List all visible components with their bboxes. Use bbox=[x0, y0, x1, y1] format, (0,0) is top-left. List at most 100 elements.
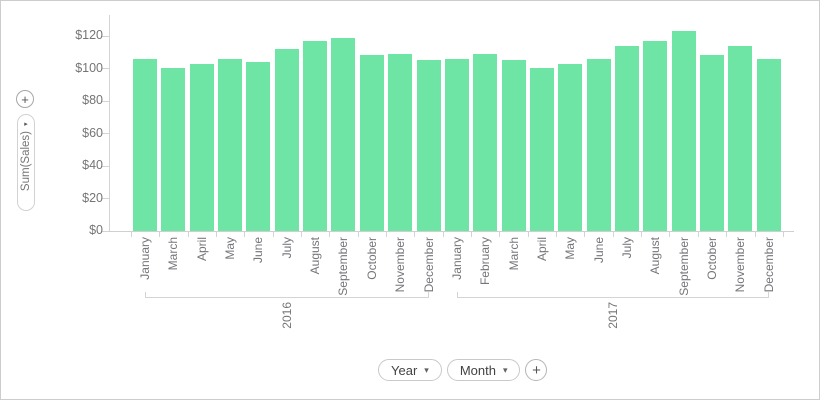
x-axis-label: August bbox=[648, 237, 662, 275]
x-axis-label: July bbox=[620, 237, 634, 259]
bar[interactable] bbox=[757, 59, 781, 231]
argument-axis-tick bbox=[499, 231, 500, 237]
bar[interactable] bbox=[218, 59, 242, 231]
argument-axis-tick bbox=[386, 231, 387, 237]
argument-axis-tick bbox=[358, 231, 359, 237]
bar[interactable] bbox=[388, 54, 412, 231]
bar[interactable] bbox=[360, 55, 384, 231]
x-axis-label: November bbox=[733, 237, 747, 293]
x-axis-label: August bbox=[308, 237, 322, 275]
argument-axis-tick bbox=[273, 231, 274, 237]
argument-axis-tick bbox=[556, 231, 557, 237]
x-axis-label: December bbox=[762, 237, 776, 293]
year-group-bracket bbox=[457, 292, 769, 298]
x-axis-label: February bbox=[478, 237, 492, 286]
x-axis-label: November bbox=[393, 237, 407, 293]
x-axis-label: May bbox=[223, 237, 237, 260]
argument-axis-tick bbox=[414, 231, 415, 237]
value-axis-tick bbox=[102, 35, 109, 37]
argument-axis-tick bbox=[669, 231, 670, 237]
value-axis-tick bbox=[102, 133, 109, 134]
x-axis-label: January bbox=[138, 237, 152, 280]
bar[interactable] bbox=[331, 38, 355, 231]
expand-arrow-icon: ▸ bbox=[24, 121, 28, 128]
value-axis-tick-label: $20 bbox=[82, 190, 103, 205]
value-axis-tick-label: $40 bbox=[82, 158, 103, 172]
argument-axis-tick bbox=[471, 231, 472, 237]
x-axis-label: June bbox=[592, 237, 606, 264]
value-axis-tick-label: $60 bbox=[82, 125, 103, 140]
bar[interactable] bbox=[530, 68, 554, 231]
plus-icon: + bbox=[21, 91, 29, 107]
value-axis-tick bbox=[102, 230, 109, 232]
year-field-label: Year bbox=[391, 362, 418, 378]
x-axis-label: June bbox=[251, 237, 265, 264]
x-axis-label: September bbox=[677, 237, 691, 296]
value-axis-tick bbox=[102, 198, 109, 199]
column-field-pill-year[interactable]: Year ▾ bbox=[378, 359, 442, 381]
x-axis-label: April bbox=[535, 237, 549, 262]
value-axis-tick-label: $100 bbox=[75, 60, 103, 75]
argument-axis-tick bbox=[188, 231, 189, 237]
column-fields-bar: Year ▾ Month ▾ + bbox=[378, 359, 548, 381]
argument-axis-tick bbox=[329, 231, 330, 237]
value-axis-tick bbox=[102, 100, 109, 102]
argument-axis-tick bbox=[755, 231, 756, 237]
x-axis-label: March bbox=[166, 237, 180, 271]
x-axis-label: December bbox=[422, 237, 436, 293]
argument-axis-tick bbox=[783, 231, 784, 237]
bar[interactable] bbox=[473, 54, 497, 231]
bar[interactable] bbox=[246, 62, 270, 231]
chevron-down-icon: ▾ bbox=[502, 364, 508, 375]
add-value-field-button[interactable]: + bbox=[16, 90, 34, 108]
value-field-pill-sum-sales[interactable]: ▸ Sum(Sales) bbox=[17, 114, 35, 211]
argument-axis-tick bbox=[528, 231, 529, 237]
argument-axis-tick bbox=[584, 231, 585, 237]
x-axis-label: April bbox=[195, 237, 209, 262]
value-axis-tick-label: $80 bbox=[82, 93, 103, 107]
bar[interactable] bbox=[445, 59, 469, 231]
year-group-bracket bbox=[145, 292, 429, 298]
value-axis-tick-label: $0 bbox=[89, 223, 103, 237]
argument-axis-tick bbox=[443, 231, 444, 237]
column-field-pill-month[interactable]: Month ▾ bbox=[446, 359, 521, 381]
x-axis-label: May bbox=[563, 237, 577, 260]
bar[interactable] bbox=[728, 46, 752, 231]
argument-axis-tick bbox=[726, 231, 727, 237]
plus-icon: + bbox=[532, 361, 541, 379]
chevron-down-icon: ▾ bbox=[424, 364, 429, 375]
bar[interactable] bbox=[275, 49, 299, 231]
bar[interactable] bbox=[615, 46, 639, 231]
bar[interactable] bbox=[643, 41, 667, 231]
argument-axis-tick bbox=[301, 231, 302, 237]
x-axis-label: March bbox=[507, 237, 521, 271]
year-group-label: 2016 bbox=[280, 302, 294, 329]
x-axis-label: October bbox=[705, 237, 719, 280]
argument-axis-tick bbox=[613, 231, 614, 237]
x-axis-label: July bbox=[280, 237, 294, 259]
bar[interactable] bbox=[502, 60, 526, 231]
argument-axis-tick bbox=[131, 231, 132, 237]
bar[interactable] bbox=[558, 64, 582, 231]
argument-axis-tick bbox=[641, 231, 642, 237]
x-axis-label: September bbox=[336, 237, 350, 296]
bar[interactable] bbox=[303, 41, 327, 231]
argument-axis-tick bbox=[698, 231, 699, 237]
month-field-label: Month bbox=[459, 362, 496, 378]
year-group-label: 2017 bbox=[606, 302, 620, 329]
value-axis-tick-label: $120 bbox=[75, 28, 103, 42]
value-axis-tick bbox=[102, 165, 109, 167]
bar[interactable] bbox=[161, 68, 185, 231]
bar[interactable] bbox=[417, 60, 441, 231]
bar[interactable] bbox=[700, 55, 724, 231]
argument-axis-tick bbox=[216, 231, 217, 237]
value-axis-line bbox=[109, 15, 110, 232]
argument-axis-tick bbox=[244, 231, 245, 237]
add-column-field-button[interactable]: + bbox=[525, 359, 548, 381]
bar[interactable] bbox=[587, 59, 611, 231]
bar[interactable] bbox=[133, 59, 157, 231]
bar[interactable] bbox=[672, 31, 696, 231]
bar[interactable] bbox=[190, 64, 214, 231]
